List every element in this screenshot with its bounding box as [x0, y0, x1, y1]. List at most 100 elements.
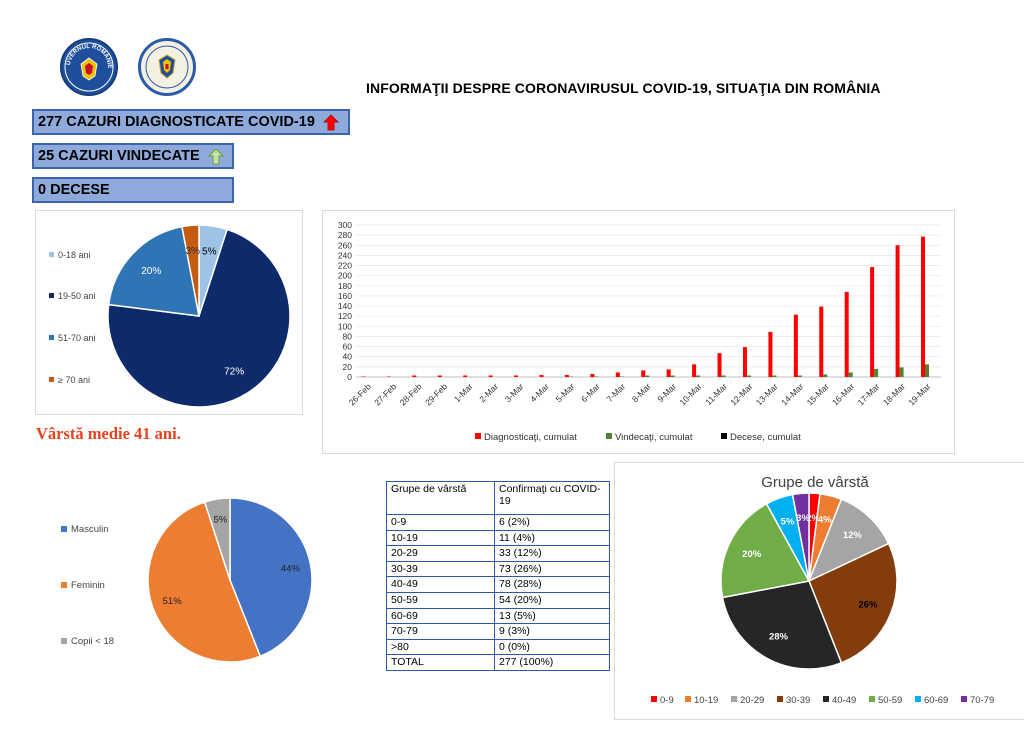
deaths-label: 0 DECESE — [38, 182, 110, 198]
gender-pie-chart: 44% 51% 5% Masculin Feminin Copii < 18 — [61, 497, 313, 663]
bar — [921, 236, 926, 377]
pie-slice-label: 12% — [843, 530, 863, 541]
y-tick-label: 260 — [338, 240, 352, 250]
y-tick-label: 200 — [338, 271, 352, 281]
y-tick-label: 40 — [343, 352, 353, 362]
x-tick-label: 6-Mar — [579, 381, 602, 404]
table-cell-age-group: 0-9 — [386, 514, 495, 531]
page-title: INFORMAŢII DESPRE CORONAVIRUSUL COVID-19… — [366, 80, 881, 96]
table-row: 60-69 13 (5%) — [386, 607, 610, 625]
pie-slice-label: 20% — [742, 549, 762, 560]
bar — [615, 372, 620, 377]
y-tick-label: 20 — [343, 362, 353, 372]
table-cell-age-group: 30-39 — [386, 560, 495, 578]
table-header-confirmed: Confirmaţi cu COVID-19 — [494, 481, 610, 515]
legend-label: 19-50 ani — [58, 291, 96, 301]
table-cell-age-group: 60-69 — [386, 607, 495, 625]
red-up-arrow-icon — [322, 113, 339, 130]
legend-swatch — [61, 638, 67, 644]
bar — [670, 375, 675, 377]
legend-swatch — [685, 696, 691, 702]
bar — [793, 314, 798, 377]
bar — [692, 364, 697, 377]
table-row: 70-79 9 (3%) — [386, 623, 610, 640]
pie-slice-label: 20% — [141, 266, 161, 277]
legend-label: 0-9 — [660, 695, 674, 706]
legend-label: ≥ 70 ani — [58, 375, 90, 385]
ministry-interior-seal-icon — [145, 45, 189, 89]
ministry-logo — [138, 38, 196, 96]
table-cell-confirmed: 54 (20%) — [494, 591, 610, 609]
y-tick-label: 240 — [338, 250, 352, 260]
y-tick-label: 100 — [338, 321, 352, 331]
legend-swatch — [49, 293, 54, 298]
legend-label: Masculin — [71, 524, 109, 535]
pie-slice-label: 51% — [163, 596, 183, 607]
pie-slice-label: 5% — [202, 246, 217, 257]
table-cell-age-group: 50-59 — [386, 591, 495, 609]
age-groups-pie-panel: Grupe de vârstă 2% 4% 12% 26% 28% 20% 5% 3% 0-9 10… — [614, 462, 1024, 720]
pie-slice-label: 3% — [186, 246, 201, 257]
x-tick-label: 8-Mar — [630, 381, 653, 404]
bar — [645, 375, 650, 377]
table-cell-age-group: 70-79 — [386, 623, 495, 640]
table-row: 50-59 54 (20%) — [386, 591, 610, 609]
x-tick-label: 14-Mar — [779, 381, 805, 407]
legend-swatch — [606, 433, 612, 439]
table-cell-age-group: 10-19 — [386, 529, 495, 547]
pie-slice — [107, 228, 291, 408]
pie-slice — [807, 498, 890, 583]
bar — [696, 375, 701, 377]
table-row: 40-49 78 (28%) — [386, 576, 610, 593]
bar — [590, 373, 595, 377]
table-cell-confirmed: 6 (2%) — [494, 514, 610, 531]
legend-swatch — [475, 433, 481, 439]
x-tick-label: 4-Mar — [528, 381, 551, 404]
legend-label: Feminin — [71, 580, 105, 591]
x-tick-label: 12-Mar — [728, 381, 754, 407]
bar — [361, 376, 366, 377]
x-tick-label: 27-Feb — [372, 381, 398, 407]
legend-swatch — [61, 526, 67, 532]
bar — [564, 374, 569, 377]
x-tick-label: 5-Mar — [554, 381, 577, 404]
legend-label: 20-29 — [740, 695, 764, 706]
pie-slice-label: 44% — [281, 563, 301, 574]
legend-swatch — [777, 696, 783, 702]
bar — [925, 364, 930, 377]
bar — [463, 375, 468, 377]
bar — [488, 375, 493, 377]
x-tick-label: 13-Mar — [754, 381, 780, 407]
legend-label: Copii < 18 — [71, 636, 114, 647]
pie-slice — [147, 501, 262, 663]
bar — [641, 370, 646, 377]
legend-label: 40-49 — [832, 695, 856, 706]
legend-swatch — [915, 696, 921, 702]
bar — [514, 375, 519, 377]
recovered-cases-label: 25 CAZURI VINDECATE — [38, 148, 200, 164]
table-cell-age-group: TOTAL — [386, 654, 495, 671]
legend-swatch — [49, 377, 54, 382]
table-row: 10-19 11 (4%) — [386, 529, 610, 547]
chart-title: Grupe de vârstă — [761, 474, 869, 491]
pie-slice — [721, 580, 843, 670]
cumulative-cases-bar-chart: 0204060801001201401601802002202402602803… — [338, 220, 941, 443]
table-cell-confirmed: 11 (4%) — [494, 529, 610, 547]
bar — [386, 376, 391, 377]
table-cell-confirmed: 0 (0%) — [494, 638, 610, 656]
bar — [874, 368, 879, 377]
legend-label: 51-70 ani — [58, 333, 96, 343]
bar — [594, 376, 599, 377]
legend-swatch — [869, 696, 875, 702]
table-cell-confirmed: 13 (5%) — [494, 607, 610, 625]
table-cell-age-group: >80 — [386, 638, 495, 656]
pie-slice — [229, 497, 313, 658]
age-distribution-pie-chart: 5% 72% 20% 3% 0-18 ani 19-50 ani 51-70 ani ≥ 70… — [49, 224, 291, 408]
table-cell-age-group: 20-29 — [386, 545, 495, 562]
legend-swatch — [49, 252, 54, 257]
legend-swatch — [61, 582, 67, 588]
x-tick-label: 11-Mar — [703, 381, 729, 407]
legend-label: Decese, cumulat — [730, 432, 801, 443]
bar — [844, 291, 849, 377]
